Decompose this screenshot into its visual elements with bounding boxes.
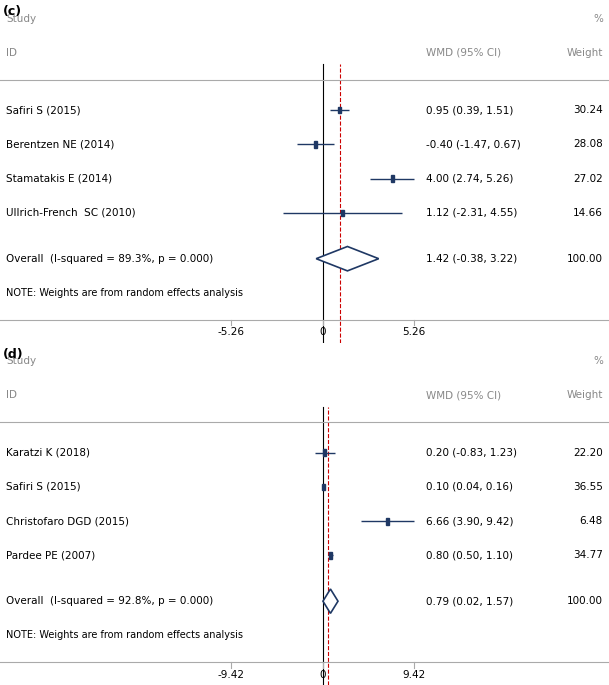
Text: ID: ID xyxy=(6,48,17,58)
Bar xyxy=(314,141,317,148)
Text: 100.00: 100.00 xyxy=(567,253,603,264)
Text: ID: ID xyxy=(6,390,17,401)
Text: Study: Study xyxy=(6,14,36,24)
Text: 0: 0 xyxy=(320,327,326,337)
Text: -9.42: -9.42 xyxy=(218,670,245,680)
Text: WMD (95% CI): WMD (95% CI) xyxy=(426,390,501,401)
Text: 28.08: 28.08 xyxy=(573,139,603,149)
Text: NOTE: Weights are from random effects analysis: NOTE: Weights are from random effects an… xyxy=(6,630,243,640)
Text: Weight: Weight xyxy=(566,390,603,401)
Text: -5.26: -5.26 xyxy=(218,327,245,337)
Text: Safiri S (2015): Safiri S (2015) xyxy=(6,482,81,492)
Text: 1.12 (-2.31, 4.55): 1.12 (-2.31, 4.55) xyxy=(426,208,518,218)
Text: Stamatakis E (2014): Stamatakis E (2014) xyxy=(6,174,112,184)
Text: 4.00 (2.74, 5.26): 4.00 (2.74, 5.26) xyxy=(426,174,513,184)
Text: (d): (d) xyxy=(3,348,24,361)
Text: %: % xyxy=(593,356,603,366)
Text: 0.10 (0.04, 0.16): 0.10 (0.04, 0.16) xyxy=(426,482,513,492)
Bar xyxy=(337,107,341,114)
Text: 0.79 (0.02, 1.57): 0.79 (0.02, 1.57) xyxy=(426,596,513,606)
Text: 0.80 (0.50, 1.10): 0.80 (0.50, 1.10) xyxy=(426,551,513,560)
Text: Study: Study xyxy=(6,356,36,366)
Bar xyxy=(340,210,344,216)
Text: 36.55: 36.55 xyxy=(573,482,603,492)
Text: Ullrich-French  SC (2010): Ullrich-French SC (2010) xyxy=(6,208,136,218)
Text: 0: 0 xyxy=(320,670,326,680)
Text: 30.24: 30.24 xyxy=(573,105,603,115)
Text: 6.48: 6.48 xyxy=(580,516,603,526)
Text: NOTE: Weights are from random effects analysis: NOTE: Weights are from random effects an… xyxy=(6,288,243,298)
Text: 6.66 (3.90, 9.42): 6.66 (3.90, 9.42) xyxy=(426,516,514,526)
Text: (c): (c) xyxy=(3,5,22,18)
Text: Overall  (I-squared = 92.8%, p = 0.000): Overall (I-squared = 92.8%, p = 0.000) xyxy=(6,596,213,606)
Text: 27.02: 27.02 xyxy=(573,174,603,184)
Text: 0.95 (0.39, 1.51): 0.95 (0.39, 1.51) xyxy=(426,105,513,115)
Text: 9.42: 9.42 xyxy=(403,670,426,680)
Text: 0.20 (-0.83, 1.23): 0.20 (-0.83, 1.23) xyxy=(426,447,517,458)
Text: WMD (95% CI): WMD (95% CI) xyxy=(426,48,501,58)
Text: 22.20: 22.20 xyxy=(573,447,603,458)
Polygon shape xyxy=(323,589,338,613)
Text: Pardee PE (2007): Pardee PE (2007) xyxy=(6,551,96,560)
Text: 5.26: 5.26 xyxy=(403,327,426,337)
Bar xyxy=(390,175,394,182)
Text: Karatzi K (2018): Karatzi K (2018) xyxy=(6,447,90,458)
Text: %: % xyxy=(593,14,603,24)
Bar xyxy=(322,484,325,490)
Text: Safiri S (2015): Safiri S (2015) xyxy=(6,105,81,115)
Bar xyxy=(329,552,332,559)
Text: 1.42 (-0.38, 3.22): 1.42 (-0.38, 3.22) xyxy=(426,253,518,264)
Polygon shape xyxy=(316,247,379,271)
Text: -0.40 (-1.47, 0.67): -0.40 (-1.47, 0.67) xyxy=(426,139,521,149)
Text: 14.66: 14.66 xyxy=(573,208,603,218)
Text: Berentzen NE (2014): Berentzen NE (2014) xyxy=(6,139,114,149)
Text: Weight: Weight xyxy=(566,48,603,58)
Bar xyxy=(323,449,326,456)
Text: 34.77: 34.77 xyxy=(573,551,603,560)
Text: Christofaro DGD (2015): Christofaro DGD (2015) xyxy=(6,516,129,526)
Text: 100.00: 100.00 xyxy=(567,596,603,606)
Text: Overall  (I-squared = 89.3%, p = 0.000): Overall (I-squared = 89.3%, p = 0.000) xyxy=(6,253,213,264)
Bar xyxy=(385,518,389,525)
